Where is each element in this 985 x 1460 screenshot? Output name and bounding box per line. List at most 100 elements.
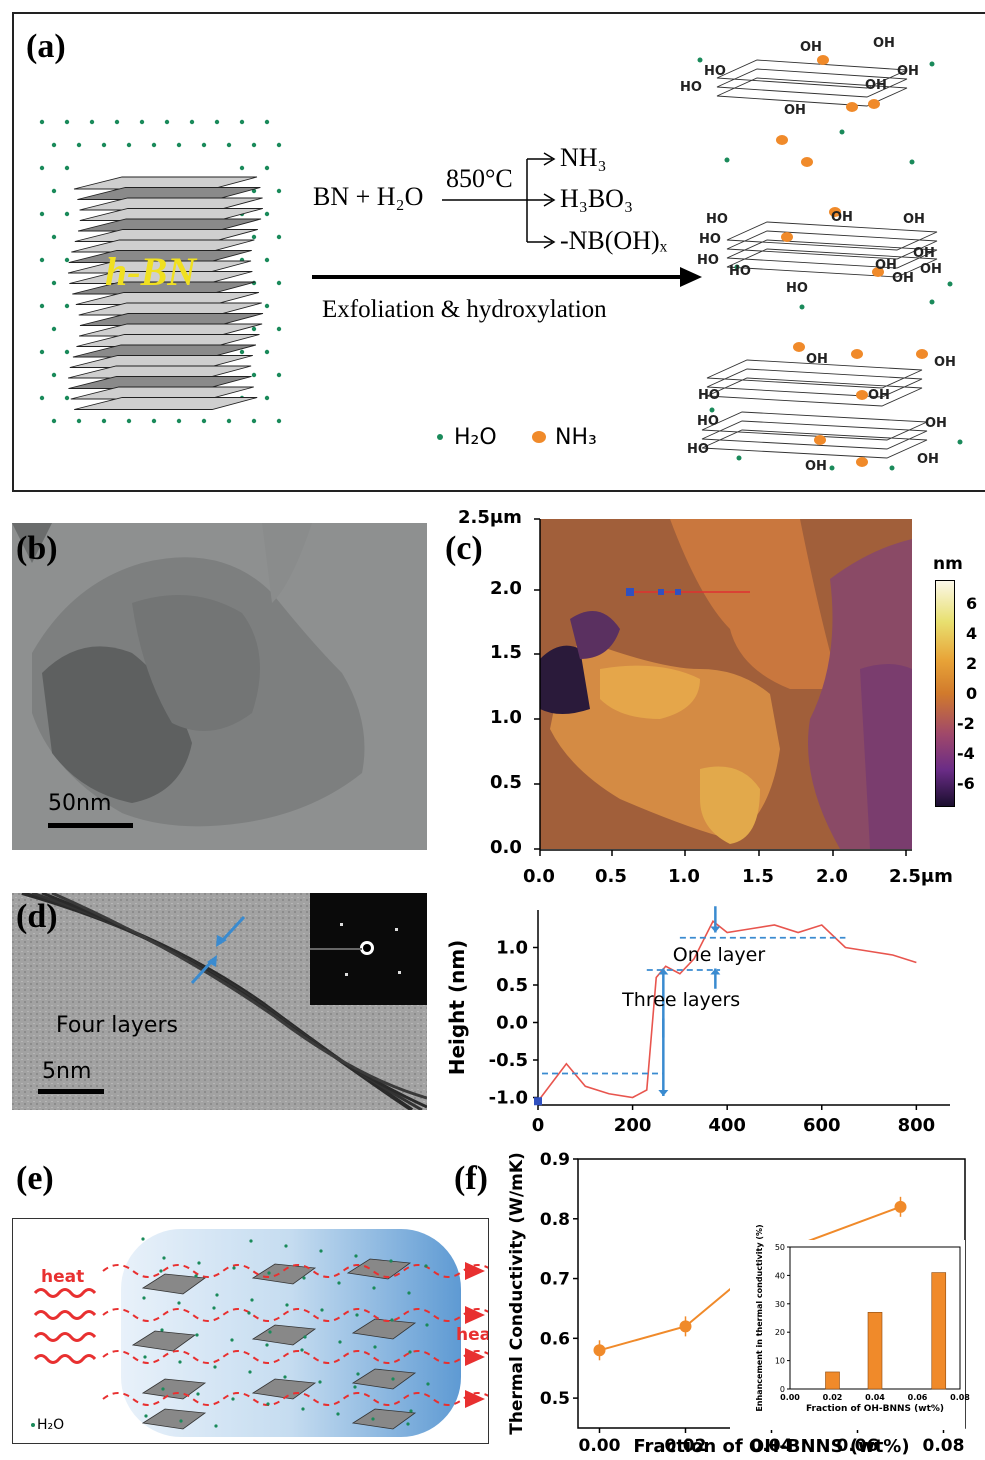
- water-dot: [407, 1291, 411, 1295]
- ammonia-dot: [846, 102, 858, 112]
- inset-y-tick-label: 10: [775, 1357, 785, 1366]
- ammonia-dot: [916, 349, 928, 359]
- bn-flake: [251, 1263, 317, 1285]
- exfoliated-sheet: [706, 359, 923, 389]
- oh-group-label: HO: [699, 232, 721, 247]
- e-water-legend: H₂O: [31, 1417, 64, 1433]
- water-dot: [266, 1402, 270, 1406]
- e-water-dot: [31, 1423, 35, 1427]
- water-dot: [64, 211, 70, 217]
- water-dot: [424, 1264, 428, 1268]
- ammonia-dot: [856, 457, 868, 467]
- water-dot: [320, 1308, 324, 1312]
- oh-group-label: HO: [729, 264, 751, 279]
- water-dot: [248, 1370, 252, 1374]
- exfoliated-sheet: [706, 368, 923, 398]
- profile-line: [537, 920, 917, 1102]
- legend-ammonia-dot: [532, 431, 546, 443]
- water-dot: [839, 129, 845, 135]
- water-dot: [164, 119, 170, 125]
- water-dot: [114, 119, 120, 125]
- f-y-axis-label: Thermal Conductivity (W/mK): [507, 1152, 527, 1435]
- water-dot: [251, 372, 257, 378]
- water-dot: [264, 211, 270, 217]
- oh-group-label: HO: [706, 212, 728, 227]
- inset-bar: [867, 1312, 883, 1390]
- water-dot: [64, 165, 70, 171]
- water-dot: [159, 1269, 163, 1273]
- water-dot: [283, 1375, 287, 1379]
- exfoliated-sheet: [726, 230, 938, 260]
- panel-b-tem-image: 50nm: [12, 523, 427, 850]
- water-dot: [89, 119, 95, 125]
- water-dot: [736, 455, 742, 461]
- afm-y-tick-label: 2.0: [490, 578, 522, 599]
- profile-x-tick-label: 0: [532, 1115, 545, 1136]
- colorbar-tick-label: -4: [957, 744, 975, 763]
- reaction-temperature: 850°C: [446, 164, 513, 193]
- water-dot: [39, 211, 45, 217]
- water-dot: [201, 142, 207, 148]
- profile-y-tick-label: 0.0: [496, 1013, 528, 1034]
- panel-d-label: (d): [16, 898, 58, 935]
- water-dot: [51, 326, 57, 332]
- water-dot: [264, 119, 270, 125]
- ammonia-dot: [856, 390, 868, 400]
- water-dot: [249, 1239, 253, 1243]
- water-dot: [909, 159, 915, 165]
- profile-y-tick-label: -1.0: [489, 1088, 528, 1109]
- inset-y-tick-label: 50: [775, 1243, 785, 1252]
- water-dot: [389, 1259, 393, 1263]
- water-dot: [267, 1271, 271, 1275]
- water-dot: [51, 234, 57, 240]
- product-nh3: NH₃: [560, 143, 607, 172]
- water-dot: [176, 142, 182, 148]
- water-dot: [303, 1335, 307, 1339]
- panel-a-label: (a): [26, 28, 66, 65]
- water-dot: [264, 349, 270, 355]
- inset-y-tick-label: 30: [775, 1300, 785, 1309]
- ammonia-dot: [801, 157, 813, 167]
- afm-y-tick-label: 1.0: [490, 707, 522, 728]
- f-y-tick-label: 0.5: [540, 1389, 570, 1409]
- water-dot: [139, 119, 145, 125]
- afm-x-tick-label: 0.0: [523, 866, 555, 887]
- water-dot: [212, 1306, 216, 1310]
- oh-group-label: OH: [903, 212, 925, 227]
- f-x-tick-label: 0.08: [923, 1436, 965, 1456]
- colorbar-tick-label: 6: [966, 594, 978, 613]
- colorbar-unit: nm: [933, 554, 963, 574]
- scale-bar-d: [38, 1089, 104, 1094]
- water-dot: [76, 142, 82, 148]
- colorbar-tick-label: -2: [957, 714, 975, 733]
- oh-group-label: OH: [784, 103, 806, 118]
- inset-x-tick-label: 0.08: [950, 1393, 970, 1402]
- water-dot: [177, 1301, 181, 1305]
- water-dot: [406, 1422, 410, 1426]
- e-water-label: H₂O: [37, 1417, 65, 1433]
- water-dot: [162, 1256, 166, 1260]
- exfoliated-sheet: [716, 77, 908, 107]
- heat-in-label: heat: [41, 1267, 85, 1287]
- water-dot: [799, 304, 805, 310]
- profile-x-tick-label: 800: [898, 1115, 936, 1136]
- f-data-point: [593, 1344, 606, 1357]
- water-dot: [391, 1377, 395, 1381]
- oh-group-label: OH: [831, 210, 853, 225]
- water-dot: [151, 142, 157, 148]
- panel-c-label: (c): [445, 530, 483, 567]
- water-dot: [408, 1350, 412, 1354]
- thermal-conductivity-chart: 0.9 0.8 0.7 0.6 0.5 0.00 0.02 0.04 0.06 0.08 Fract…: [507, 1150, 970, 1457]
- afm-x-tick-label: 1.5: [742, 866, 774, 887]
- ammonia-dot: [829, 207, 841, 217]
- water-dot: [39, 119, 45, 125]
- one-layer-arrow-down-head: [710, 926, 721, 933]
- water-dot: [197, 1261, 201, 1265]
- hydroxylated-nanosheets: [697, 55, 963, 471]
- afm-image: [540, 519, 912, 849]
- exfoliated-sheet: [726, 248, 938, 278]
- water-dot: [189, 119, 195, 125]
- oh-group-label: HO: [697, 414, 719, 429]
- oh-group-label: OH: [913, 246, 935, 261]
- oh-group-label: HO: [698, 388, 720, 403]
